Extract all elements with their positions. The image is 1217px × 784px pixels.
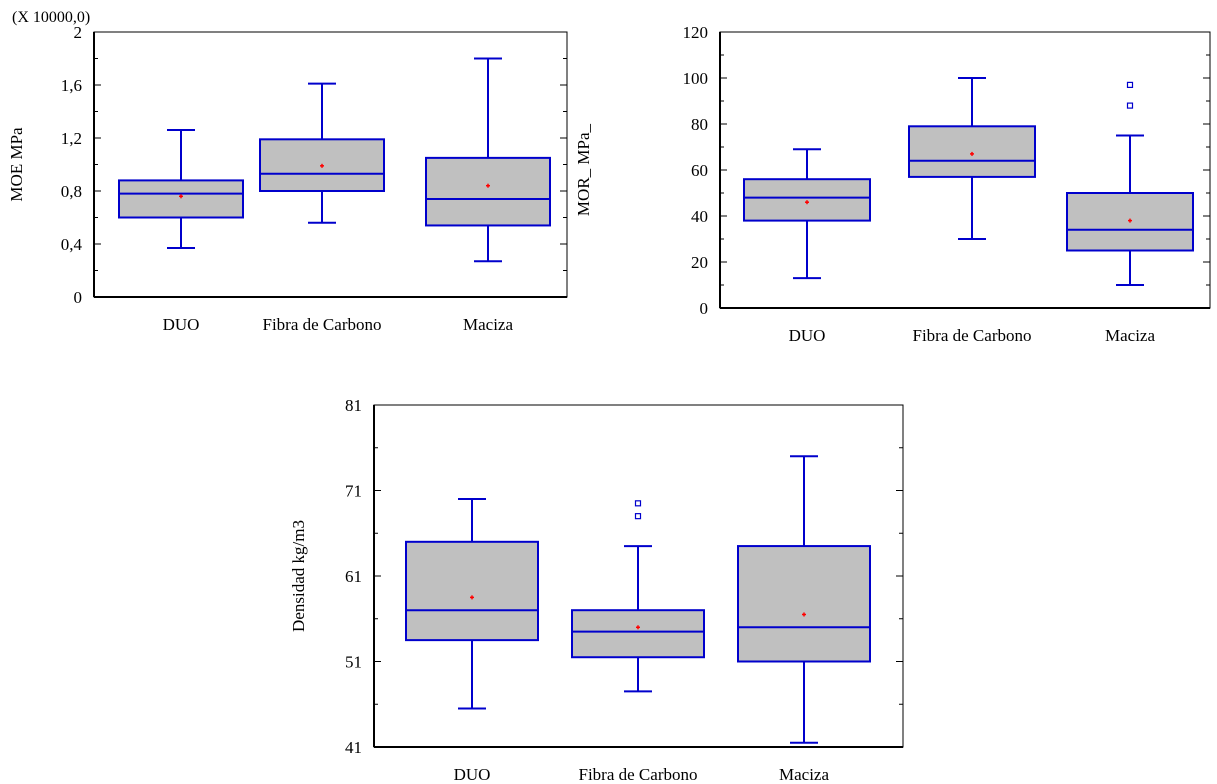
box-duo bbox=[118, 129, 244, 249]
y-tick-label: 80 bbox=[691, 115, 708, 134]
x-category-label: Fibra de Carbono bbox=[579, 765, 698, 784]
y-axis-label: MOR_ MPa_ bbox=[574, 123, 593, 216]
iqr-box bbox=[118, 179, 244, 219]
y-tick-label: 60 bbox=[691, 161, 708, 180]
y-tick-label: 40 bbox=[691, 207, 708, 226]
chart-moe: 0 0,4 0,8 1,2 1,6 2 MOE MPa (X 10000,0) DUO Fibra… bbox=[7, 9, 568, 334]
y-axis-label: MOE MPa bbox=[7, 127, 26, 202]
x-category-label: DUO bbox=[789, 326, 826, 345]
box-fibra-de-carbono bbox=[908, 77, 1036, 240]
y-tick-label: 0 bbox=[74, 288, 83, 307]
iqr-box bbox=[571, 609, 705, 659]
iqr-box bbox=[743, 178, 871, 222]
outlier-point bbox=[1126, 102, 1134, 109]
outlier-point bbox=[1126, 81, 1134, 89]
y-tick-label: 100 bbox=[683, 69, 709, 88]
box-fibra-de-carbono bbox=[259, 82, 385, 224]
y-tick-label: 120 bbox=[683, 23, 709, 42]
box-duo bbox=[743, 148, 871, 280]
y-tick-label: 41 bbox=[345, 738, 362, 757]
y-tick-label: 51 bbox=[345, 653, 362, 672]
y-tick-label: 81 bbox=[345, 396, 362, 415]
y-tick-label: 1,2 bbox=[61, 129, 82, 148]
x-category-label: Maciza bbox=[463, 315, 513, 334]
scale-note: (X 10000,0) bbox=[12, 9, 90, 26]
x-category-label: DUO bbox=[163, 315, 200, 334]
y-tick-label: 0,8 bbox=[61, 182, 82, 201]
outlier-point bbox=[634, 500, 642, 507]
iqr-box bbox=[908, 125, 1036, 178]
x-category-label: Fibra de Carbono bbox=[263, 315, 382, 334]
box-fibra-de-carbono bbox=[571, 500, 705, 693]
y-tick-label: 20 bbox=[691, 253, 708, 272]
x-category-label: DUO bbox=[454, 765, 491, 784]
chart-mor: 0 20 40 60 80 100 120 MOR_ MPa_ DUO Fibra de Carb… bbox=[574, 23, 1211, 345]
iqr-box bbox=[737, 545, 871, 663]
box-duo bbox=[405, 498, 539, 710]
y-axis-label: Densidad kg/m3 bbox=[289, 520, 308, 632]
iqr-box bbox=[1066, 192, 1194, 252]
y-tick-label: 0 bbox=[700, 299, 709, 318]
box-maciza bbox=[1066, 81, 1194, 286]
chart-density: 41 51 61 71 81 Densidad kg/m3 DUO Fibra de Carb… bbox=[289, 396, 904, 784]
x-category-label: Maciza bbox=[779, 765, 829, 784]
box-maciza bbox=[737, 455, 871, 744]
iqr-box bbox=[425, 156, 551, 227]
y-tick-label: 1,6 bbox=[61, 76, 82, 95]
x-category-label: Maciza bbox=[1105, 326, 1155, 345]
y-tick-label: 71 bbox=[345, 482, 362, 501]
y-tick-label: 0,4 bbox=[61, 235, 83, 254]
x-category-label: Fibra de Carbono bbox=[913, 326, 1032, 345]
outlier-point bbox=[634, 513, 642, 520]
iqr-box bbox=[405, 540, 539, 642]
y-tick-label: 2 bbox=[74, 23, 83, 42]
box-maciza bbox=[425, 57, 551, 263]
y-tick-label: 61 bbox=[345, 567, 362, 586]
